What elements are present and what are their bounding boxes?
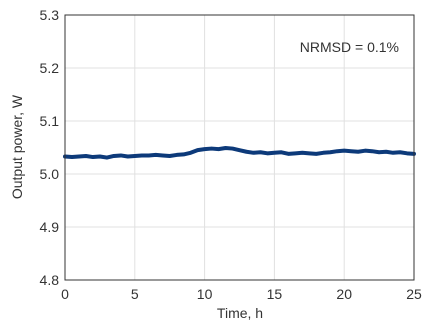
data-point [238,148,241,152]
y-tick-label: 5.1 [40,113,60,129]
x-axis-label: Time, h [217,305,263,321]
data-point [98,155,102,159]
data-point [182,152,186,156]
data-point [314,152,318,156]
data-point [224,146,228,150]
data-point [328,150,332,154]
data-point [307,151,311,155]
data-point [384,150,388,154]
data-point [251,151,255,155]
plot-area [63,146,416,160]
data-point [210,147,214,151]
data-point [175,153,179,157]
data-point [349,149,353,153]
data-point [196,148,200,152]
data-point [272,151,276,155]
data-point [258,150,262,154]
data-point [189,151,193,155]
y-tick-label: 4.8 [40,272,60,288]
x-tick-label: 15 [267,286,283,302]
data-point [161,153,165,157]
x-tick-label: 5 [131,286,139,302]
data-point [133,154,137,158]
data-point [286,152,290,156]
data-point [265,151,269,155]
data-point [391,151,395,155]
data-point [356,150,360,154]
y-tick-label: 5.0 [40,166,60,182]
y-tick-label: 5.2 [40,60,60,76]
x-tick-label: 0 [61,286,69,302]
data-point [398,150,402,154]
data-point [105,156,109,160]
data-point [217,147,221,151]
y-axis-label: Output power, W [9,94,25,199]
data-point [244,150,248,154]
data-point [405,151,409,155]
plot-frame [64,14,415,281]
y-tick-label: 5.3 [40,7,60,23]
data-point [321,151,325,155]
data-point [112,154,116,158]
data-point [279,150,283,154]
data-point [203,147,207,151]
data-point [231,147,235,151]
data-point [342,149,346,153]
data-point [126,155,130,159]
data-point [377,150,381,154]
data-point [70,155,74,159]
data-point [168,154,172,158]
x-tick-label: 20 [336,286,352,302]
data-point [147,153,151,157]
x-tick-label: 25 [406,286,422,302]
data-point [363,149,367,153]
data-point [77,155,81,159]
annotation-nrmsd: NRMSD = 0.1% [300,39,399,55]
tick-labels: 0 5 10 15 20 25 4.8 4.9 5.0 5.1 5.2 5.3 [40,7,422,302]
data-point [91,155,95,159]
gridlines [65,15,414,280]
x-tick-label: 10 [197,286,213,302]
data-point [300,151,304,155]
data-point [140,153,144,157]
data-point [84,154,88,158]
data-point [335,149,339,153]
data-point [154,153,158,157]
y-tick-label: 4.9 [40,219,60,235]
data-point [293,151,297,155]
data-point [119,153,123,157]
data-point [370,149,374,153]
